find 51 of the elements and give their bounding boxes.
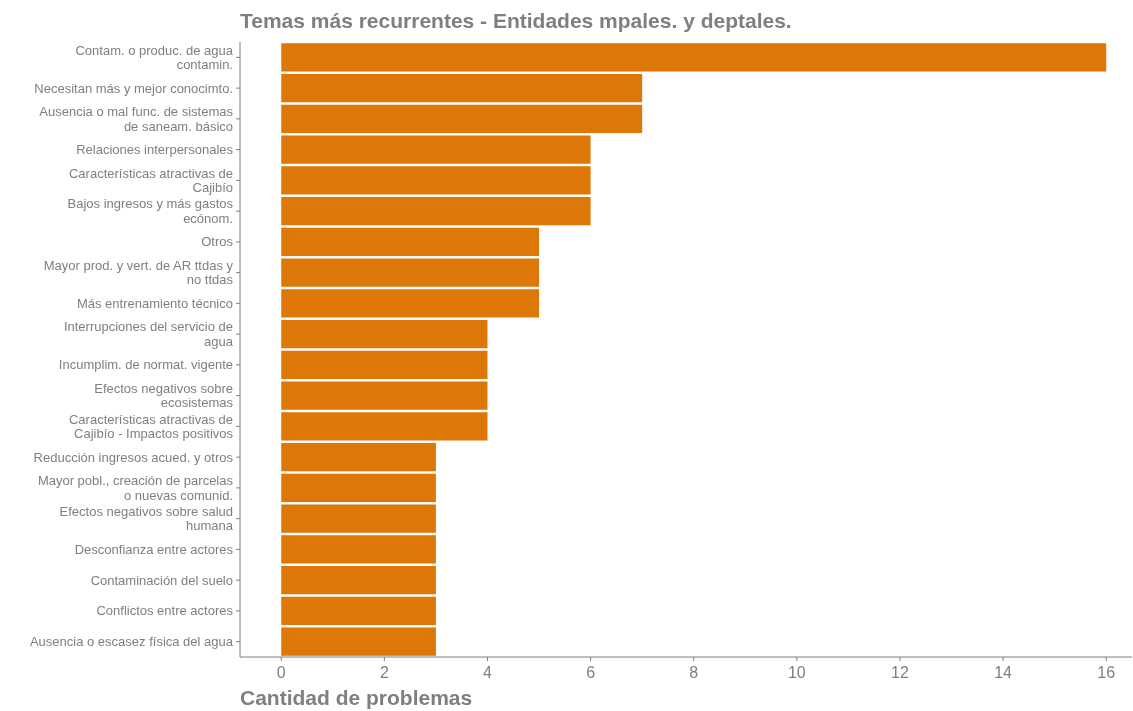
y-tick-label: Reducción ingresos acued. y otros	[33, 449, 234, 465]
chart-title: Temas más recurrentes - Entidades mpales. y deptales.	[240, 9, 792, 32]
bar	[281, 227, 540, 257]
x-tick-label: 6	[586, 664, 596, 681]
x-tick-label: 0	[276, 664, 286, 681]
y-tick-label: Contam. o produc. de agua contamin.	[75, 42, 234, 73]
y-tick-label: Ausencia o escasez física del agua	[29, 634, 234, 650]
y-tick-label: Interrupciones del servicio de agua	[63, 319, 234, 349]
x-tick-label: 8	[689, 664, 699, 681]
y-tick-label: Conflictos entre actores	[96, 603, 234, 619]
bar	[281, 196, 591, 226]
bar	[281, 596, 436, 626]
bar	[281, 504, 436, 533]
x-tick-label: 16	[1097, 664, 1116, 681]
y-tick-label: Más entrenamiento técnico	[76, 295, 233, 311]
bar	[281, 627, 436, 656]
bar	[281, 442, 436, 472]
bar	[281, 319, 488, 349]
y-tick-label: Incumplim. de normat. vigente	[58, 357, 233, 373]
x-tick-label: 12	[891, 664, 909, 681]
bar	[281, 565, 436, 595]
y-tick-label: Otros	[201, 234, 234, 250]
x-tick-label: 2	[379, 664, 389, 681]
y-tick-label: Contaminación del suelo	[90, 572, 233, 588]
y-tick-label: Ausencia o mal func. de sistemas de saneam. básico	[39, 104, 234, 134]
bar	[281, 473, 436, 503]
bar	[281, 166, 591, 195]
y-tick-label: Bajos ingresos y más gastos ecónom.	[67, 196, 234, 226]
bar	[281, 73, 643, 103]
bar	[281, 104, 643, 134]
y-tick-label: Relaciones interpersonales	[76, 142, 234, 158]
y-tick-label: Necesitan más y mejor conocimto.	[34, 80, 233, 96]
bar	[281, 289, 540, 318]
y-tick-label: Efectos negativos sobre ecosistemas	[94, 380, 234, 411]
x-axis-title: Cantidad de problemas	[240, 686, 473, 709]
bar	[281, 535, 436, 564]
bar	[281, 43, 1107, 72]
y-tick-label: Características atractivas de Cajibío - Impactos positivos	[68, 411, 234, 442]
bar	[281, 412, 488, 441]
y-tick-label: Mayor prod. y vert. de AR ttdas y no ttdas	[43, 257, 234, 288]
y-tick-label: Mayor pobl., creación de parcelas o nuevas comunid.	[37, 473, 234, 503]
bar	[281, 135, 591, 164]
x-tick-label: 10	[787, 664, 806, 681]
y-tick-label: Desconfianza entre actores	[74, 541, 234, 557]
y-tick-label: Características atractivas de Cajibío	[68, 165, 233, 196]
bar	[281, 258, 540, 287]
bar	[281, 350, 488, 380]
bar	[281, 381, 488, 410]
x-tick-label: 14	[994, 664, 1013, 681]
y-tick-label: Efectos negativos sobre salud humana	[59, 503, 234, 534]
x-tick-label: 4	[483, 664, 493, 681]
